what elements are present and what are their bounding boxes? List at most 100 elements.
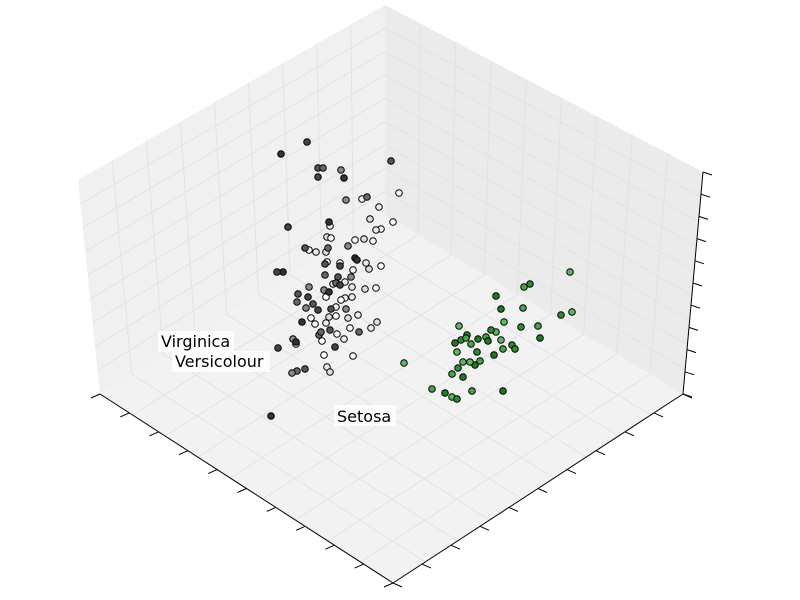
right-wall-grid-line <box>616 134 633 355</box>
z-axis-tick <box>700 193 711 198</box>
setosa-point <box>453 348 461 356</box>
y-axis-tick <box>624 431 635 437</box>
right-wall-grid-line <box>483 60 492 275</box>
setosa-point <box>459 373 467 381</box>
virginica-point <box>342 305 350 313</box>
versicolour-point <box>344 314 352 322</box>
versicolour-point <box>375 203 383 211</box>
z-axis-tick <box>694 260 705 265</box>
virginica-point <box>387 157 395 165</box>
setosa-point <box>519 304 527 312</box>
y-axis-tick <box>450 544 461 550</box>
virginica-point <box>301 244 309 252</box>
setosa-point <box>566 268 574 276</box>
right-wall-grid-line <box>516 79 527 295</box>
floor-grid-line <box>289 274 587 458</box>
right-wall-grid-line <box>384 167 688 346</box>
setosa-point <box>474 335 482 343</box>
virginica-point <box>267 412 275 420</box>
left-wall-grid-line <box>82 51 386 228</box>
right-wall-grid-line <box>649 153 669 375</box>
x-axis-tick <box>383 582 394 588</box>
setosa-point <box>448 370 456 378</box>
setosa-point <box>499 345 507 353</box>
x-axis-tick <box>325 544 335 550</box>
floor-grid-line <box>229 294 518 479</box>
versicolour-point <box>332 312 340 320</box>
right-wall-grid-line <box>384 27 702 198</box>
setosa-label-bg <box>334 405 396 426</box>
cluster-label-virginica: Virginica <box>161 332 230 351</box>
left-wall-grid-line <box>350 24 354 235</box>
setosa-point <box>536 334 544 342</box>
setosa-point <box>466 358 474 366</box>
versicolour-point <box>322 319 330 327</box>
versicolour-point <box>312 248 320 256</box>
versicolour-point <box>349 266 357 274</box>
right-wall-grid-line <box>384 51 699 222</box>
cluster-labels: Virginica Versicolour Setosa <box>158 331 396 426</box>
virginica-point <box>284 223 292 231</box>
left-wall-grid-line <box>87 97 386 276</box>
x-axis-tick <box>237 488 247 493</box>
series-virginica <box>267 138 395 420</box>
virginica-point <box>325 288 333 296</box>
virginica-point <box>314 173 322 181</box>
left-wall-grid-line <box>94 167 386 347</box>
left-wall-grid-line <box>316 43 323 255</box>
versicolour-point <box>372 284 380 292</box>
virginica-point <box>331 343 339 351</box>
series-versicolour <box>292 189 403 376</box>
setosa-point <box>451 339 459 347</box>
versicolour-point <box>360 235 368 243</box>
floor-grid-line <box>262 314 551 500</box>
virginica-point <box>321 271 329 279</box>
virginica-point <box>363 193 371 201</box>
setosa-point <box>473 348 481 356</box>
versicolour-point <box>395 189 403 197</box>
left-wall-grid-line <box>248 82 259 295</box>
right-wall-grid-line <box>384 97 695 272</box>
floor-grid-line <box>163 353 458 542</box>
versicolour-point <box>365 265 373 273</box>
virginica-point <box>326 326 334 334</box>
cluster-label-setosa: Setosa <box>337 407 391 426</box>
y-axis-tick <box>508 506 519 512</box>
virginica-point <box>314 306 322 314</box>
left-back-pane <box>78 5 385 394</box>
left-wall-grid-line <box>145 141 164 355</box>
setosa-point <box>467 340 475 348</box>
left-wall-grid-line <box>80 27 386 205</box>
left-wall-grid-line <box>97 191 386 371</box>
versicolour-point <box>348 283 356 291</box>
setosa-point <box>462 334 470 342</box>
setosa-point <box>428 385 436 393</box>
setosa-point <box>499 387 507 395</box>
floor-grid-line <box>258 294 555 479</box>
virginica-point <box>274 344 282 352</box>
setosa-point <box>454 364 462 372</box>
setosa-point <box>497 305 505 313</box>
x-axis-tick <box>266 506 277 512</box>
z-axis-tick <box>698 215 709 220</box>
floor-grid-line <box>295 333 584 521</box>
versicolour-point <box>362 259 370 267</box>
x-axis-tick <box>207 469 218 475</box>
versicolour-point <box>373 318 381 326</box>
versicolour-point <box>369 237 377 245</box>
versicolour-point <box>348 293 356 301</box>
virginica-point <box>292 338 300 346</box>
setosa-point <box>400 359 408 367</box>
virginica-point <box>355 328 363 336</box>
setosa-point <box>526 280 534 288</box>
virginica-point <box>293 298 301 306</box>
cluster-label-versicolour: Versicolour <box>175 352 264 371</box>
x-axis-tick <box>90 393 101 399</box>
data-points <box>267 138 576 420</box>
setosa-point <box>520 283 528 291</box>
virginica-point <box>317 328 325 336</box>
series-setosa <box>400 268 576 403</box>
z-axis-tick <box>684 371 695 376</box>
right-wall-grid-line <box>384 74 697 247</box>
virginica-point <box>344 242 352 250</box>
